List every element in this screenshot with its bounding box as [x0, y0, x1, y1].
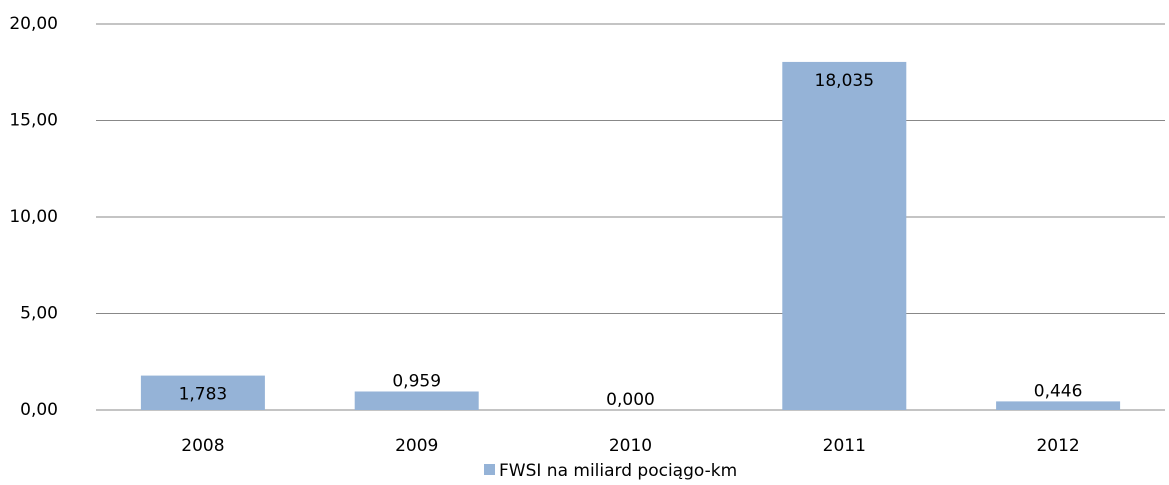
- data-label: 1,783: [179, 385, 228, 405]
- y-tick-label: 20,00: [9, 14, 58, 34]
- legend-swatch: [484, 464, 495, 475]
- bar: [140, 375, 265, 410]
- data-label: 0,446: [1034, 381, 1083, 401]
- bar: [996, 401, 1121, 410]
- x-tick-label: 2012: [1036, 436, 1079, 456]
- bar: [354, 391, 479, 410]
- x-tick-label: 2008: [181, 436, 224, 456]
- data-label: 18,035: [815, 71, 874, 91]
- legend-label: FWSI na miliard pociągo-km: [499, 461, 737, 481]
- x-tick-label: 2009: [395, 436, 438, 456]
- y-tick-label: 0,00: [20, 400, 58, 420]
- y-tick-label: 10,00: [9, 207, 58, 227]
- y-tick-label: 5,00: [20, 304, 58, 324]
- x-tick-label: 2011: [823, 436, 866, 456]
- x-tick-label: 2010: [609, 436, 652, 456]
- y-tick-label: 15,00: [9, 111, 58, 131]
- data-label: 0,959: [392, 371, 441, 391]
- bar: [782, 61, 907, 410]
- data-label: 0,000: [606, 390, 655, 410]
